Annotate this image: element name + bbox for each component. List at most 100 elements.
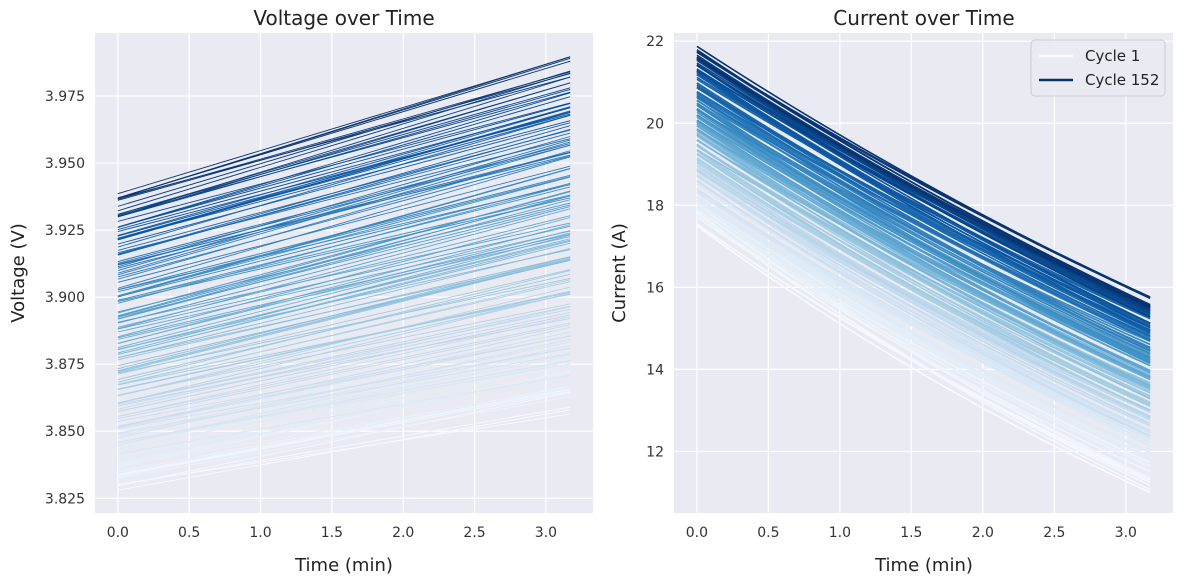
x-tick-label: 2.0	[392, 525, 414, 541]
current-cycle-line	[696, 104, 1151, 365]
voltage-cycle-line	[117, 56, 571, 195]
current-cycle-line	[696, 49, 1151, 307]
current-cycle-line	[696, 71, 1151, 332]
voltage-cycle-line	[117, 217, 571, 338]
voltage-cycle-line	[117, 308, 571, 404]
voltage-chart-title: Voltage over Time	[253, 6, 434, 30]
current-cycle-line	[696, 206, 1151, 469]
voltage-cycle-line	[117, 303, 571, 396]
voltage-cycle-line	[117, 249, 571, 350]
voltage-cycle-line	[117, 197, 571, 303]
current-cycle-line	[696, 179, 1151, 437]
voltage-tick-labels: 0.0 0.5 1.0 1.5 2.0 2.5 3.0 3.825 3.850 3.875 3.90…	[45, 89, 557, 541]
voltage-cycle-line	[117, 359, 571, 443]
x-tick-label: 2.5	[463, 525, 485, 541]
current-cycle-line	[696, 190, 1151, 440]
y-tick-label: 16	[646, 280, 664, 296]
voltage-cycle-line	[117, 202, 571, 313]
current-y-axis-label: Current (A)	[609, 223, 630, 323]
voltage-cycle-line	[117, 208, 571, 330]
y-tick-label: 3.975	[45, 89, 85, 105]
voltage-cycle-line	[117, 92, 571, 228]
voltage-cycle-line	[117, 114, 571, 240]
current-cycle-line	[696, 214, 1151, 467]
y-tick-label: 12	[646, 444, 664, 460]
voltage-cycle-line	[117, 385, 571, 473]
voltage-cycle-line	[117, 355, 571, 445]
current-cycle-line	[696, 95, 1151, 352]
voltage-cycle-line	[117, 224, 571, 345]
voltage-cycle-line	[117, 114, 571, 248]
x-tick-label: 0.5	[178, 525, 200, 541]
voltage-series-group	[117, 56, 571, 491]
voltage-cycle-line	[117, 113, 571, 232]
voltage-cycle-line	[117, 322, 571, 417]
voltage-cycle-line	[117, 347, 571, 430]
voltage-cycle-line	[117, 186, 571, 302]
voltage-chart: 0.0 0.5 1.0 1.5 2.0 2.5 3.0 3.825 3.850 3.875 3.90…	[8, 6, 593, 576]
voltage-cycle-line	[117, 199, 571, 320]
current-chart-title: Current over Time	[833, 6, 1014, 30]
x-tick-label: 0.0	[107, 525, 129, 541]
voltage-cycle-line	[117, 72, 571, 212]
voltage-cycle-line	[117, 141, 571, 274]
current-cycle-line	[696, 207, 1151, 481]
y-tick-label: 18	[646, 198, 664, 214]
legend-label-cycle-1: Cycle 1	[1085, 47, 1140, 65]
y-tick-label: 3.950	[45, 156, 85, 172]
x-tick-label: 0.0	[686, 525, 708, 541]
current-cycle-line	[696, 188, 1151, 438]
y-tick-label: 22	[646, 34, 664, 50]
voltage-cycle-line	[117, 222, 571, 323]
current-cycle-line	[696, 70, 1151, 329]
voltage-cycle-line	[117, 230, 571, 333]
current-cycle-line	[696, 173, 1151, 437]
x-tick-label: 1.5	[900, 525, 922, 541]
current-cycle-line	[696, 64, 1151, 318]
voltage-cycle-line	[117, 273, 571, 380]
voltage-cycle-line	[117, 152, 571, 269]
current-cycle-line	[696, 109, 1151, 359]
legend-box	[1030, 39, 1166, 97]
x-tick-label: 1.0	[249, 525, 271, 541]
voltage-cycle-line	[117, 236, 571, 340]
voltage-cycle-line	[117, 122, 571, 245]
voltage-cycle-line	[117, 248, 571, 359]
voltage-cycle-line	[117, 360, 571, 461]
current-cycle-line	[696, 132, 1151, 386]
voltage-cycle-line	[117, 290, 571, 390]
voltage-cycle-line	[117, 143, 571, 262]
legend-label-cycle-152: Cycle 152	[1085, 71, 1159, 89]
voltage-cycle-line	[117, 151, 571, 266]
voltage-cycle-line	[117, 270, 571, 383]
current-cycle-line	[696, 104, 1151, 355]
current-cycle-line	[696, 213, 1151, 487]
y-tick-label: 14	[646, 362, 664, 378]
voltage-cycle-line	[117, 165, 571, 283]
voltage-cycle-line	[117, 195, 571, 317]
voltage-cycle-line	[117, 335, 571, 422]
current-cycle-line	[696, 199, 1151, 454]
current-cycle-line	[696, 59, 1151, 314]
current-x-axis-label: Time (min)	[874, 555, 973, 576]
voltage-cycle-line	[117, 82, 571, 215]
voltage-cycle-line	[117, 225, 571, 330]
voltage-cycle-line	[117, 316, 571, 417]
y-tick-label: 3.825	[45, 491, 85, 507]
voltage-cycle-line	[117, 206, 571, 324]
voltage-cycle-line	[117, 111, 571, 237]
voltage-cycle-line	[117, 409, 571, 491]
current-cycle-line	[696, 102, 1151, 353]
current-cycle-line	[696, 225, 1151, 494]
voltage-cycle-line	[117, 70, 571, 207]
voltage-cycle-line	[117, 363, 571, 443]
voltage-cycle-line	[117, 286, 571, 397]
voltage-cycle-line	[117, 326, 571, 428]
voltage-cycle-line	[117, 281, 571, 385]
voltage-cycle-line	[117, 87, 571, 215]
x-tick-label: 3.0	[1115, 525, 1137, 541]
voltage-cycle-line	[117, 387, 571, 467]
voltage-cycle-line	[117, 88, 571, 218]
current-cycle-line	[696, 161, 1151, 417]
